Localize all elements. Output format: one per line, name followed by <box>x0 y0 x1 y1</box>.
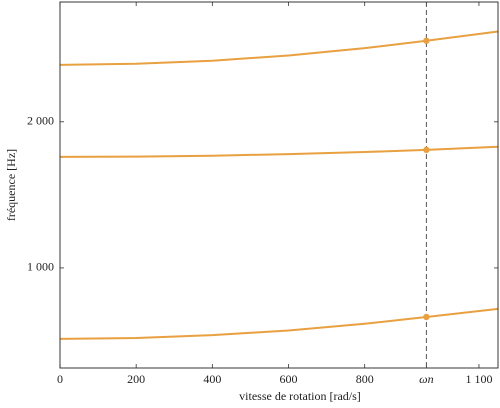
curve <box>59 307 499 340</box>
y-tick-label: 2 000 <box>27 114 54 128</box>
curve <box>59 145 499 158</box>
x-tick-label: ωn <box>419 372 433 386</box>
point <box>423 37 430 44</box>
plot-frame <box>59 1 499 369</box>
y-axis-label: fréquence [Hz] <box>4 149 18 221</box>
x-tick-label: 400 <box>203 372 221 386</box>
x-tick-label: 200 <box>127 372 145 386</box>
x-tick-label: 800 <box>356 372 374 386</box>
x-tick-label: 600 <box>280 372 298 386</box>
x-axis-label: vitesse de rotation [rad/s] <box>239 389 361 403</box>
y-tick-label: 1 000 <box>27 260 54 274</box>
point <box>423 146 430 154</box>
curve <box>59 30 499 66</box>
x-tick-label: 0 <box>57 372 63 386</box>
point <box>423 313 430 321</box>
x-tick-label: 1 100 <box>465 372 492 386</box>
